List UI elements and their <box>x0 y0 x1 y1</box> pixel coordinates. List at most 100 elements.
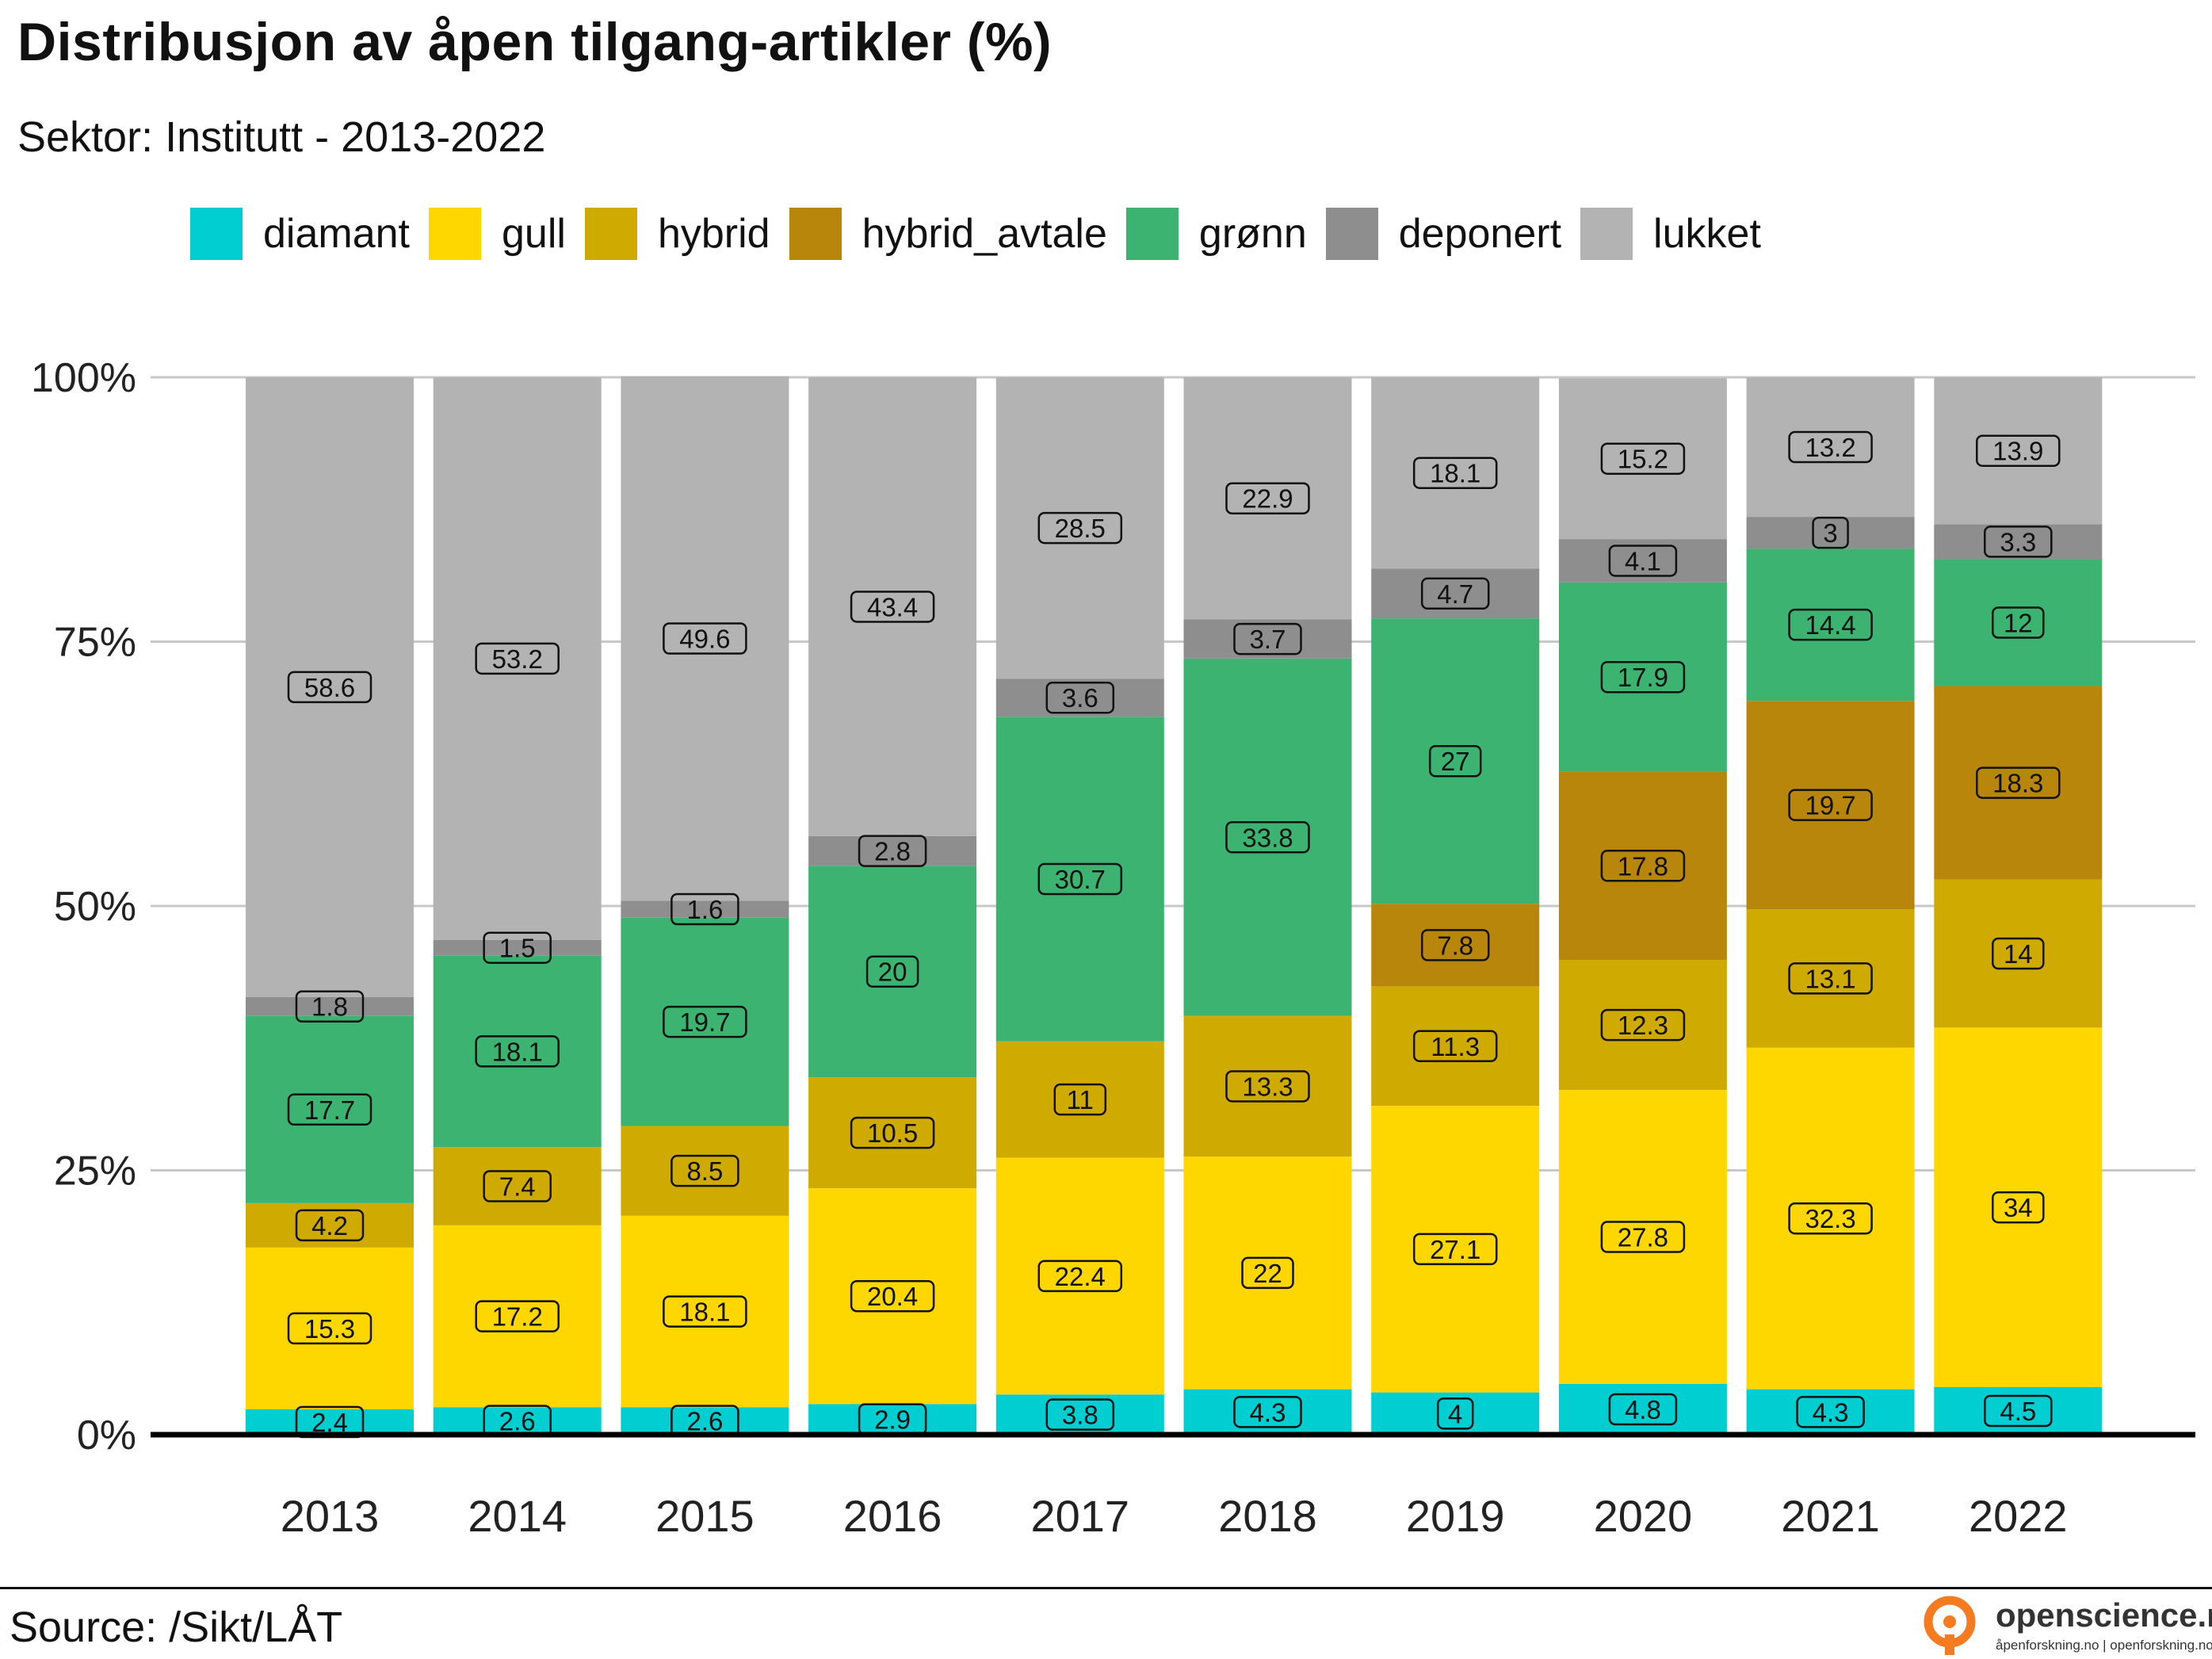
data-label: 17.8 <box>1618 851 1668 881</box>
data-label: 1.5 <box>499 934 536 963</box>
data-label-box <box>1037 511 1123 545</box>
data-label: 13.2 <box>1805 433 1855 462</box>
data-label: 17.7 <box>304 1095 355 1125</box>
data-label: 1.8 <box>311 992 348 1022</box>
legend-label: hybrid_avtale <box>861 211 1107 257</box>
bar-segment-diamant <box>1558 1383 1727 1435</box>
data-label-box <box>1600 1221 1686 1253</box>
data-label: 43.4 <box>867 592 918 621</box>
data-label: 2.6 <box>686 1407 723 1436</box>
data-label: 28.5 <box>1055 514 1106 543</box>
data-label: 4.7 <box>1437 579 1473 609</box>
bar-segment-lukket <box>995 377 1164 679</box>
legend-swatch <box>429 208 481 260</box>
x-tick-label: 2017 <box>1031 1491 1130 1541</box>
data-label-box <box>475 1035 560 1068</box>
bar-segment-deponert <box>808 835 977 866</box>
legend-label: lukket <box>1653 211 1761 257</box>
data-label-box <box>670 893 739 926</box>
data-label: 22 <box>1253 1259 1282 1288</box>
bar-segment-gull <box>1558 1090 1727 1384</box>
data-label-box <box>1984 1394 2053 1428</box>
data-label-box <box>287 1093 372 1126</box>
data-label: 3.8 <box>1062 1401 1098 1430</box>
data-label-box <box>1788 430 1873 464</box>
bar-segment-hybrid <box>1934 879 2103 1028</box>
data-label-box <box>1812 516 1849 549</box>
data-label: 34 <box>2004 1193 2033 1222</box>
data-label: 15.2 <box>1618 445 1668 474</box>
source-note: Source: /Sikt/LÅT <box>10 1604 343 1651</box>
data-label-box <box>663 622 747 655</box>
bar-segment-diamant <box>995 1394 1164 1435</box>
data-label-box <box>1788 789 1873 821</box>
bar-segment-hybrid_avtale <box>1746 701 1915 910</box>
data-label-box <box>1045 681 1115 714</box>
data-label: 2.8 <box>874 837 911 866</box>
bar-segment-gull <box>1371 1106 1540 1393</box>
data-label-box <box>858 835 927 867</box>
x-tick-label: 2022 <box>1969 1491 2068 1541</box>
data-label-box <box>1992 937 2045 970</box>
data-label-box <box>1241 1256 1294 1290</box>
legend-item-hybrid: hybrid <box>584 208 770 260</box>
data-label: 18.1 <box>679 1298 730 1327</box>
y-tick-label: 0% <box>77 1412 136 1458</box>
data-label-box <box>295 1209 365 1242</box>
bar-segment-grønn <box>1746 549 1915 701</box>
bar-segment-lukket <box>1371 377 1540 569</box>
data-label: 27 <box>1441 747 1470 776</box>
legend-swatch <box>190 208 243 260</box>
bar-segment-deponert <box>995 679 1164 717</box>
data-label: 4.1 <box>1625 546 1661 575</box>
data-label: 13.9 <box>1992 437 2043 466</box>
bar-segment-gull <box>1934 1027 2103 1387</box>
data-label-box <box>1992 1191 2045 1224</box>
bar-segment-gull <box>995 1157 1164 1395</box>
x-tick-label: 2019 <box>1406 1491 1505 1541</box>
bar-segment-deponert <box>246 996 414 1016</box>
x-tick-label: 2015 <box>655 1491 755 1541</box>
data-label-box <box>1976 766 2061 799</box>
data-label: 18.1 <box>492 1037 543 1066</box>
legend-item-deponert: deponert <box>1325 208 1561 260</box>
bar-segment-grønn <box>1934 559 2103 686</box>
legend-item-lukket: lukket <box>1580 208 1761 260</box>
data-label-box <box>1992 606 2045 639</box>
data-label-box <box>663 1005 747 1038</box>
y-tick-label: 75% <box>54 620 136 666</box>
data-label: 58.6 <box>304 673 355 702</box>
data-label-box <box>1412 1233 1498 1266</box>
data-label: 7.8 <box>1437 931 1473 960</box>
bar-segment-hybrid_avtale <box>1558 771 1727 961</box>
bar-segment-hybrid <box>1558 960 1727 1091</box>
bar-segment-gull <box>808 1188 977 1405</box>
data-label: 22.4 <box>1055 1262 1106 1291</box>
data-label-box <box>1984 526 2053 558</box>
data-label-box <box>663 1295 747 1328</box>
data-label: 12 <box>2004 608 2033 637</box>
data-label: 2.9 <box>874 1405 911 1435</box>
data-label-box <box>1233 622 1302 656</box>
data-label: 18.3 <box>1992 769 2043 798</box>
bar-segment-grønn <box>995 717 1164 1042</box>
bar-segment-gull <box>1183 1156 1352 1390</box>
data-label: 3 <box>1823 518 1837 548</box>
legend-label: hybrid <box>657 211 770 257</box>
data-label-box <box>287 671 372 704</box>
bar-segment-hybrid_avtale <box>1934 686 2103 880</box>
chart-title: Distribusjon av åpen tilgang-artikler (%… <box>17 12 1053 72</box>
data-label-box <box>1037 862 1123 896</box>
bar-segment-deponert <box>621 900 789 918</box>
legend-swatch <box>584 208 637 260</box>
legend-swatch <box>1325 208 1378 260</box>
logo-subtitle: åpenforskning.no | openforskning.no <box>1996 1638 2212 1653</box>
data-label: 4.2 <box>311 1211 348 1240</box>
x-tick-label: 2021 <box>1781 1491 1880 1541</box>
bar-segment-hybrid <box>1183 1015 1352 1157</box>
bar-segment-gull <box>246 1247 414 1409</box>
bar-segment-gull <box>621 1215 789 1408</box>
data-label: 49.6 <box>679 624 730 653</box>
data-label: 20 <box>878 958 907 987</box>
bar-segment-hybrid <box>808 1077 977 1189</box>
